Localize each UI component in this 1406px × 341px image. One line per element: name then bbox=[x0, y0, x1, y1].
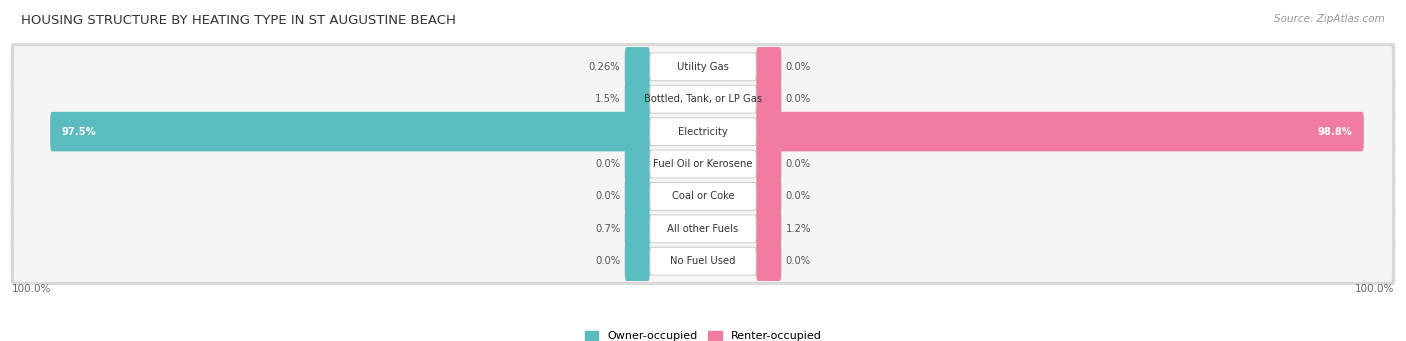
FancyBboxPatch shape bbox=[51, 112, 650, 151]
Text: Electricity: Electricity bbox=[678, 127, 728, 137]
FancyBboxPatch shape bbox=[14, 78, 1392, 120]
FancyBboxPatch shape bbox=[756, 209, 782, 249]
FancyBboxPatch shape bbox=[11, 173, 1395, 220]
FancyBboxPatch shape bbox=[650, 247, 756, 275]
Text: 0.26%: 0.26% bbox=[589, 62, 620, 72]
Text: 98.8%: 98.8% bbox=[1317, 127, 1353, 137]
FancyBboxPatch shape bbox=[14, 143, 1392, 185]
FancyBboxPatch shape bbox=[14, 176, 1392, 217]
Text: 1.2%: 1.2% bbox=[786, 224, 811, 234]
FancyBboxPatch shape bbox=[11, 140, 1395, 188]
FancyBboxPatch shape bbox=[14, 208, 1392, 250]
Text: 100.0%: 100.0% bbox=[13, 284, 52, 294]
Text: 0.0%: 0.0% bbox=[786, 191, 811, 202]
FancyBboxPatch shape bbox=[756, 177, 782, 216]
FancyBboxPatch shape bbox=[756, 144, 782, 184]
FancyBboxPatch shape bbox=[624, 177, 650, 216]
FancyBboxPatch shape bbox=[756, 112, 1364, 151]
FancyBboxPatch shape bbox=[650, 150, 756, 178]
Text: HOUSING STRUCTURE BY HEATING TYPE IN ST AUGUSTINE BEACH: HOUSING STRUCTURE BY HEATING TYPE IN ST … bbox=[21, 14, 456, 27]
Text: 0.0%: 0.0% bbox=[595, 256, 620, 266]
Text: 0.0%: 0.0% bbox=[786, 159, 811, 169]
Text: 1.5%: 1.5% bbox=[595, 94, 620, 104]
FancyBboxPatch shape bbox=[624, 241, 650, 281]
Text: Utility Gas: Utility Gas bbox=[678, 62, 728, 72]
FancyBboxPatch shape bbox=[14, 46, 1392, 88]
FancyBboxPatch shape bbox=[11, 43, 1395, 90]
Text: Coal or Coke: Coal or Coke bbox=[672, 191, 734, 202]
FancyBboxPatch shape bbox=[650, 182, 756, 210]
Text: Source: ZipAtlas.com: Source: ZipAtlas.com bbox=[1274, 14, 1385, 24]
FancyBboxPatch shape bbox=[650, 215, 756, 243]
FancyBboxPatch shape bbox=[624, 209, 650, 249]
FancyBboxPatch shape bbox=[11, 238, 1395, 285]
FancyBboxPatch shape bbox=[11, 205, 1395, 252]
FancyBboxPatch shape bbox=[650, 85, 756, 113]
Text: 0.0%: 0.0% bbox=[595, 159, 620, 169]
FancyBboxPatch shape bbox=[756, 241, 782, 281]
Text: Bottled, Tank, or LP Gas: Bottled, Tank, or LP Gas bbox=[644, 94, 762, 104]
Text: 0.0%: 0.0% bbox=[786, 62, 811, 72]
Legend: Owner-occupied, Renter-occupied: Owner-occupied, Renter-occupied bbox=[585, 331, 821, 341]
Text: All other Fuels: All other Fuels bbox=[668, 224, 738, 234]
Text: 0.7%: 0.7% bbox=[595, 224, 620, 234]
Text: 0.0%: 0.0% bbox=[595, 191, 620, 202]
FancyBboxPatch shape bbox=[11, 108, 1395, 155]
Text: 97.5%: 97.5% bbox=[60, 127, 96, 137]
Text: No Fuel Used: No Fuel Used bbox=[671, 256, 735, 266]
FancyBboxPatch shape bbox=[624, 79, 650, 119]
Text: Fuel Oil or Kerosene: Fuel Oil or Kerosene bbox=[654, 159, 752, 169]
FancyBboxPatch shape bbox=[756, 79, 782, 119]
FancyBboxPatch shape bbox=[624, 144, 650, 184]
FancyBboxPatch shape bbox=[756, 47, 782, 87]
FancyBboxPatch shape bbox=[650, 118, 756, 146]
FancyBboxPatch shape bbox=[624, 47, 650, 87]
FancyBboxPatch shape bbox=[650, 53, 756, 81]
FancyBboxPatch shape bbox=[14, 111, 1392, 152]
FancyBboxPatch shape bbox=[14, 240, 1392, 282]
Text: 0.0%: 0.0% bbox=[786, 94, 811, 104]
Text: 0.0%: 0.0% bbox=[786, 256, 811, 266]
FancyBboxPatch shape bbox=[11, 76, 1395, 123]
Text: 100.0%: 100.0% bbox=[1354, 284, 1393, 294]
